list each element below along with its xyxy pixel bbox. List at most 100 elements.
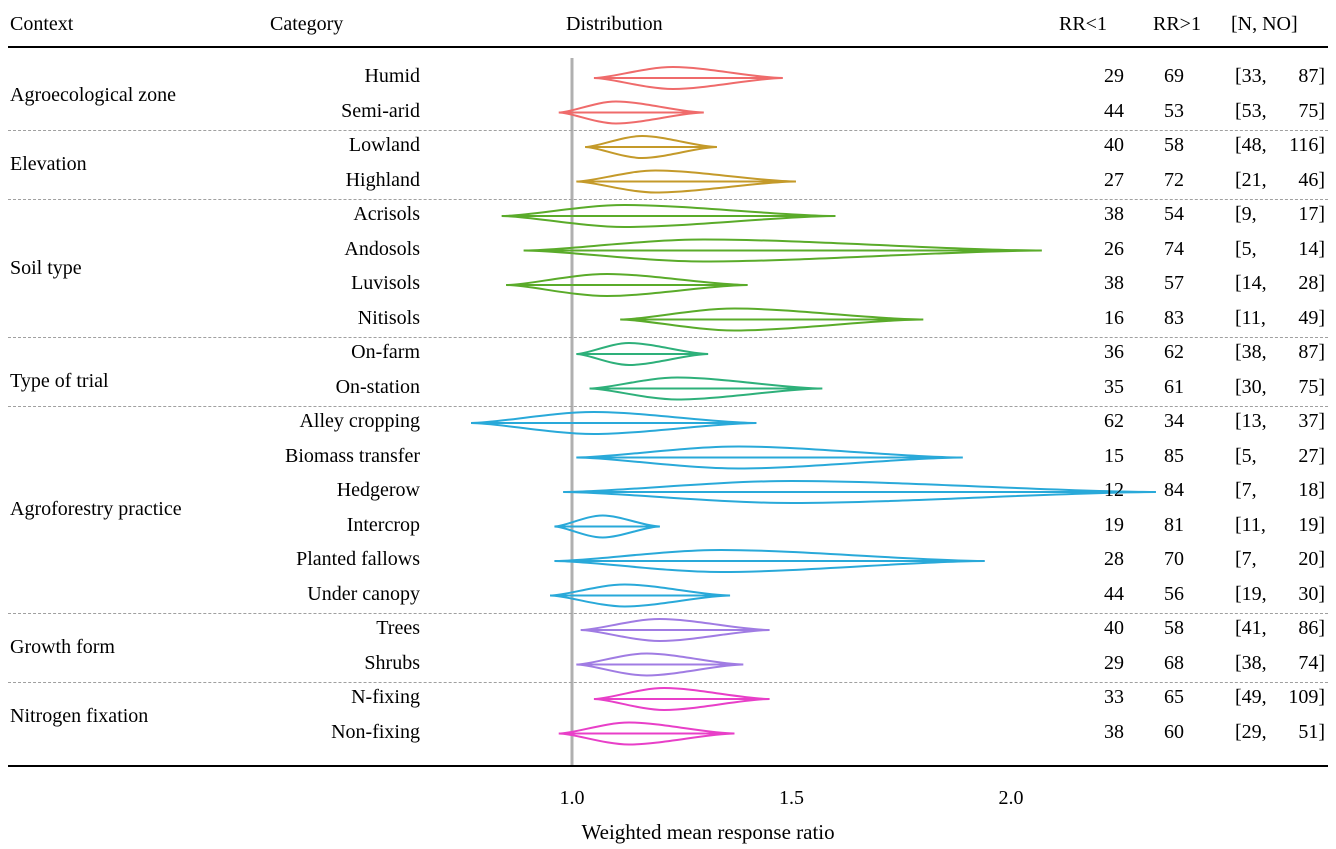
rr-lt1-value: 35 xyxy=(1104,376,1124,398)
rr-gt1-value: 58 xyxy=(1164,134,1184,156)
rr-lt1-value: 12 xyxy=(1104,479,1124,501)
n-value: [5, xyxy=(1235,238,1257,260)
context-label: Agroforestry practice xyxy=(10,498,182,520)
no-value: 74] xyxy=(1298,652,1325,674)
n-value: [30, xyxy=(1235,376,1267,398)
rr-lt1-value: 15 xyxy=(1104,445,1124,467)
rr-gt1-value: 69 xyxy=(1164,65,1184,87)
no-value: 19] xyxy=(1298,514,1325,536)
no-value: 75] xyxy=(1298,376,1325,398)
no-value: 86] xyxy=(1298,617,1325,639)
x-tick-label: 2.0 xyxy=(998,787,1024,809)
n-value: [5, xyxy=(1235,445,1257,467)
no-value: 30] xyxy=(1298,583,1325,605)
n-value: [11, xyxy=(1235,307,1266,329)
category-label: Non-fixing xyxy=(331,721,420,743)
category-label: On-farm xyxy=(351,341,420,363)
header-n-no: [N, NO] xyxy=(1231,13,1298,35)
category-label: Planted fallows xyxy=(296,548,420,570)
category-label: Biomass transfer xyxy=(285,445,420,467)
rr-gt1-value: 68 xyxy=(1164,652,1184,674)
category-label: On-station xyxy=(335,376,420,398)
group-separator xyxy=(8,682,1328,683)
n-value: [9, xyxy=(1235,203,1257,225)
no-value: 75] xyxy=(1298,100,1325,122)
rr-lt1-value: 44 xyxy=(1104,100,1124,122)
context-label: Elevation xyxy=(10,153,87,175)
rr-gt1-value: 65 xyxy=(1164,686,1184,708)
rr-lt1-value: 26 xyxy=(1104,238,1124,260)
rr-gt1-value: 56 xyxy=(1164,583,1184,605)
category-label: Hedgerow xyxy=(336,479,420,501)
no-value: 109] xyxy=(1288,686,1325,708)
rr-lt1-value: 36 xyxy=(1104,341,1124,363)
context-label: Growth form xyxy=(10,636,115,658)
rr-lt1-value: 19 xyxy=(1104,514,1124,536)
bottom-rule xyxy=(8,765,1328,767)
n-value: [38, xyxy=(1235,341,1267,363)
rr-gt1-value: 57 xyxy=(1164,272,1184,294)
header-context: Context xyxy=(10,13,74,35)
rr-lt1-value: 16 xyxy=(1104,307,1124,329)
header-distribution: Distribution xyxy=(566,13,663,35)
x-tick-label: 1.0 xyxy=(559,787,585,809)
n-value: [11, xyxy=(1235,514,1266,536)
category-label: Luvisols xyxy=(351,272,420,294)
no-value: 20] xyxy=(1298,548,1325,570)
rr-gt1-value: 72 xyxy=(1164,169,1184,191)
category-label: Under canopy xyxy=(307,583,420,605)
rr-lt1-value: 27 xyxy=(1104,169,1124,191)
n-value: [14, xyxy=(1235,272,1267,294)
rr-lt1-value: 38 xyxy=(1104,203,1124,225)
no-value: 17] xyxy=(1298,203,1325,225)
group-separator xyxy=(8,199,1328,200)
rr-gt1-value: 34 xyxy=(1164,410,1184,432)
no-value: 27] xyxy=(1298,445,1325,467)
n-value: [19, xyxy=(1235,583,1267,605)
category-label: Lowland xyxy=(348,134,420,156)
rr-lt1-value: 29 xyxy=(1104,652,1124,674)
n-value: [49, xyxy=(1235,686,1267,708)
rr-gt1-value: 83 xyxy=(1164,307,1184,329)
rr-gt1-value: 58 xyxy=(1164,617,1184,639)
rr-lt1-value: 62 xyxy=(1104,410,1124,432)
no-value: 116] xyxy=(1289,134,1325,156)
context-label: Nitrogen fixation xyxy=(10,705,149,727)
category-label: Shrubs xyxy=(364,652,420,674)
x-tick-label: 1.5 xyxy=(779,787,804,809)
rr-gt1-value: 74 xyxy=(1164,238,1184,260)
rr-lt1-value: 44 xyxy=(1104,583,1124,605)
no-value: 37] xyxy=(1298,410,1325,432)
n-value: [53, xyxy=(1235,100,1267,122)
rr-lt1-value: 33 xyxy=(1104,686,1124,708)
rr-gt1-value: 60 xyxy=(1164,721,1184,743)
no-value: 28] xyxy=(1298,272,1325,294)
n-value: [7, xyxy=(1235,479,1257,501)
no-value: 51] xyxy=(1298,721,1325,743)
category-label: Trees xyxy=(376,617,420,639)
group-separator xyxy=(8,130,1328,131)
n-value: [7, xyxy=(1235,548,1257,570)
category-label: N-fixing xyxy=(351,686,420,708)
rr-lt1-value: 40 xyxy=(1104,134,1124,156)
header-rule xyxy=(8,46,1328,48)
context-label: Type of trial xyxy=(10,370,109,392)
no-value: 87] xyxy=(1298,341,1325,363)
rr-gt1-value: 85 xyxy=(1164,445,1184,467)
rr-lt1-value: 40 xyxy=(1104,617,1124,639)
category-label: Highland xyxy=(345,169,420,191)
rr-gt1-value: 54 xyxy=(1164,203,1184,225)
no-value: 87] xyxy=(1298,65,1325,87)
group-separator xyxy=(8,337,1328,338)
rr-gt1-value: 61 xyxy=(1164,376,1184,398)
rr-gt1-value: 70 xyxy=(1164,548,1184,570)
n-value: [41, xyxy=(1235,617,1267,639)
n-value: [48, xyxy=(1235,134,1267,156)
rr-gt1-value: 62 xyxy=(1164,341,1184,363)
header-rr-lt1: RR<1 xyxy=(1059,13,1107,35)
category-label: Alley cropping xyxy=(299,410,420,432)
rr-gt1-value: 53 xyxy=(1164,100,1184,122)
context-label: Soil type xyxy=(10,257,82,279)
x-axis-label: Weighted mean response ratio xyxy=(581,820,835,844)
